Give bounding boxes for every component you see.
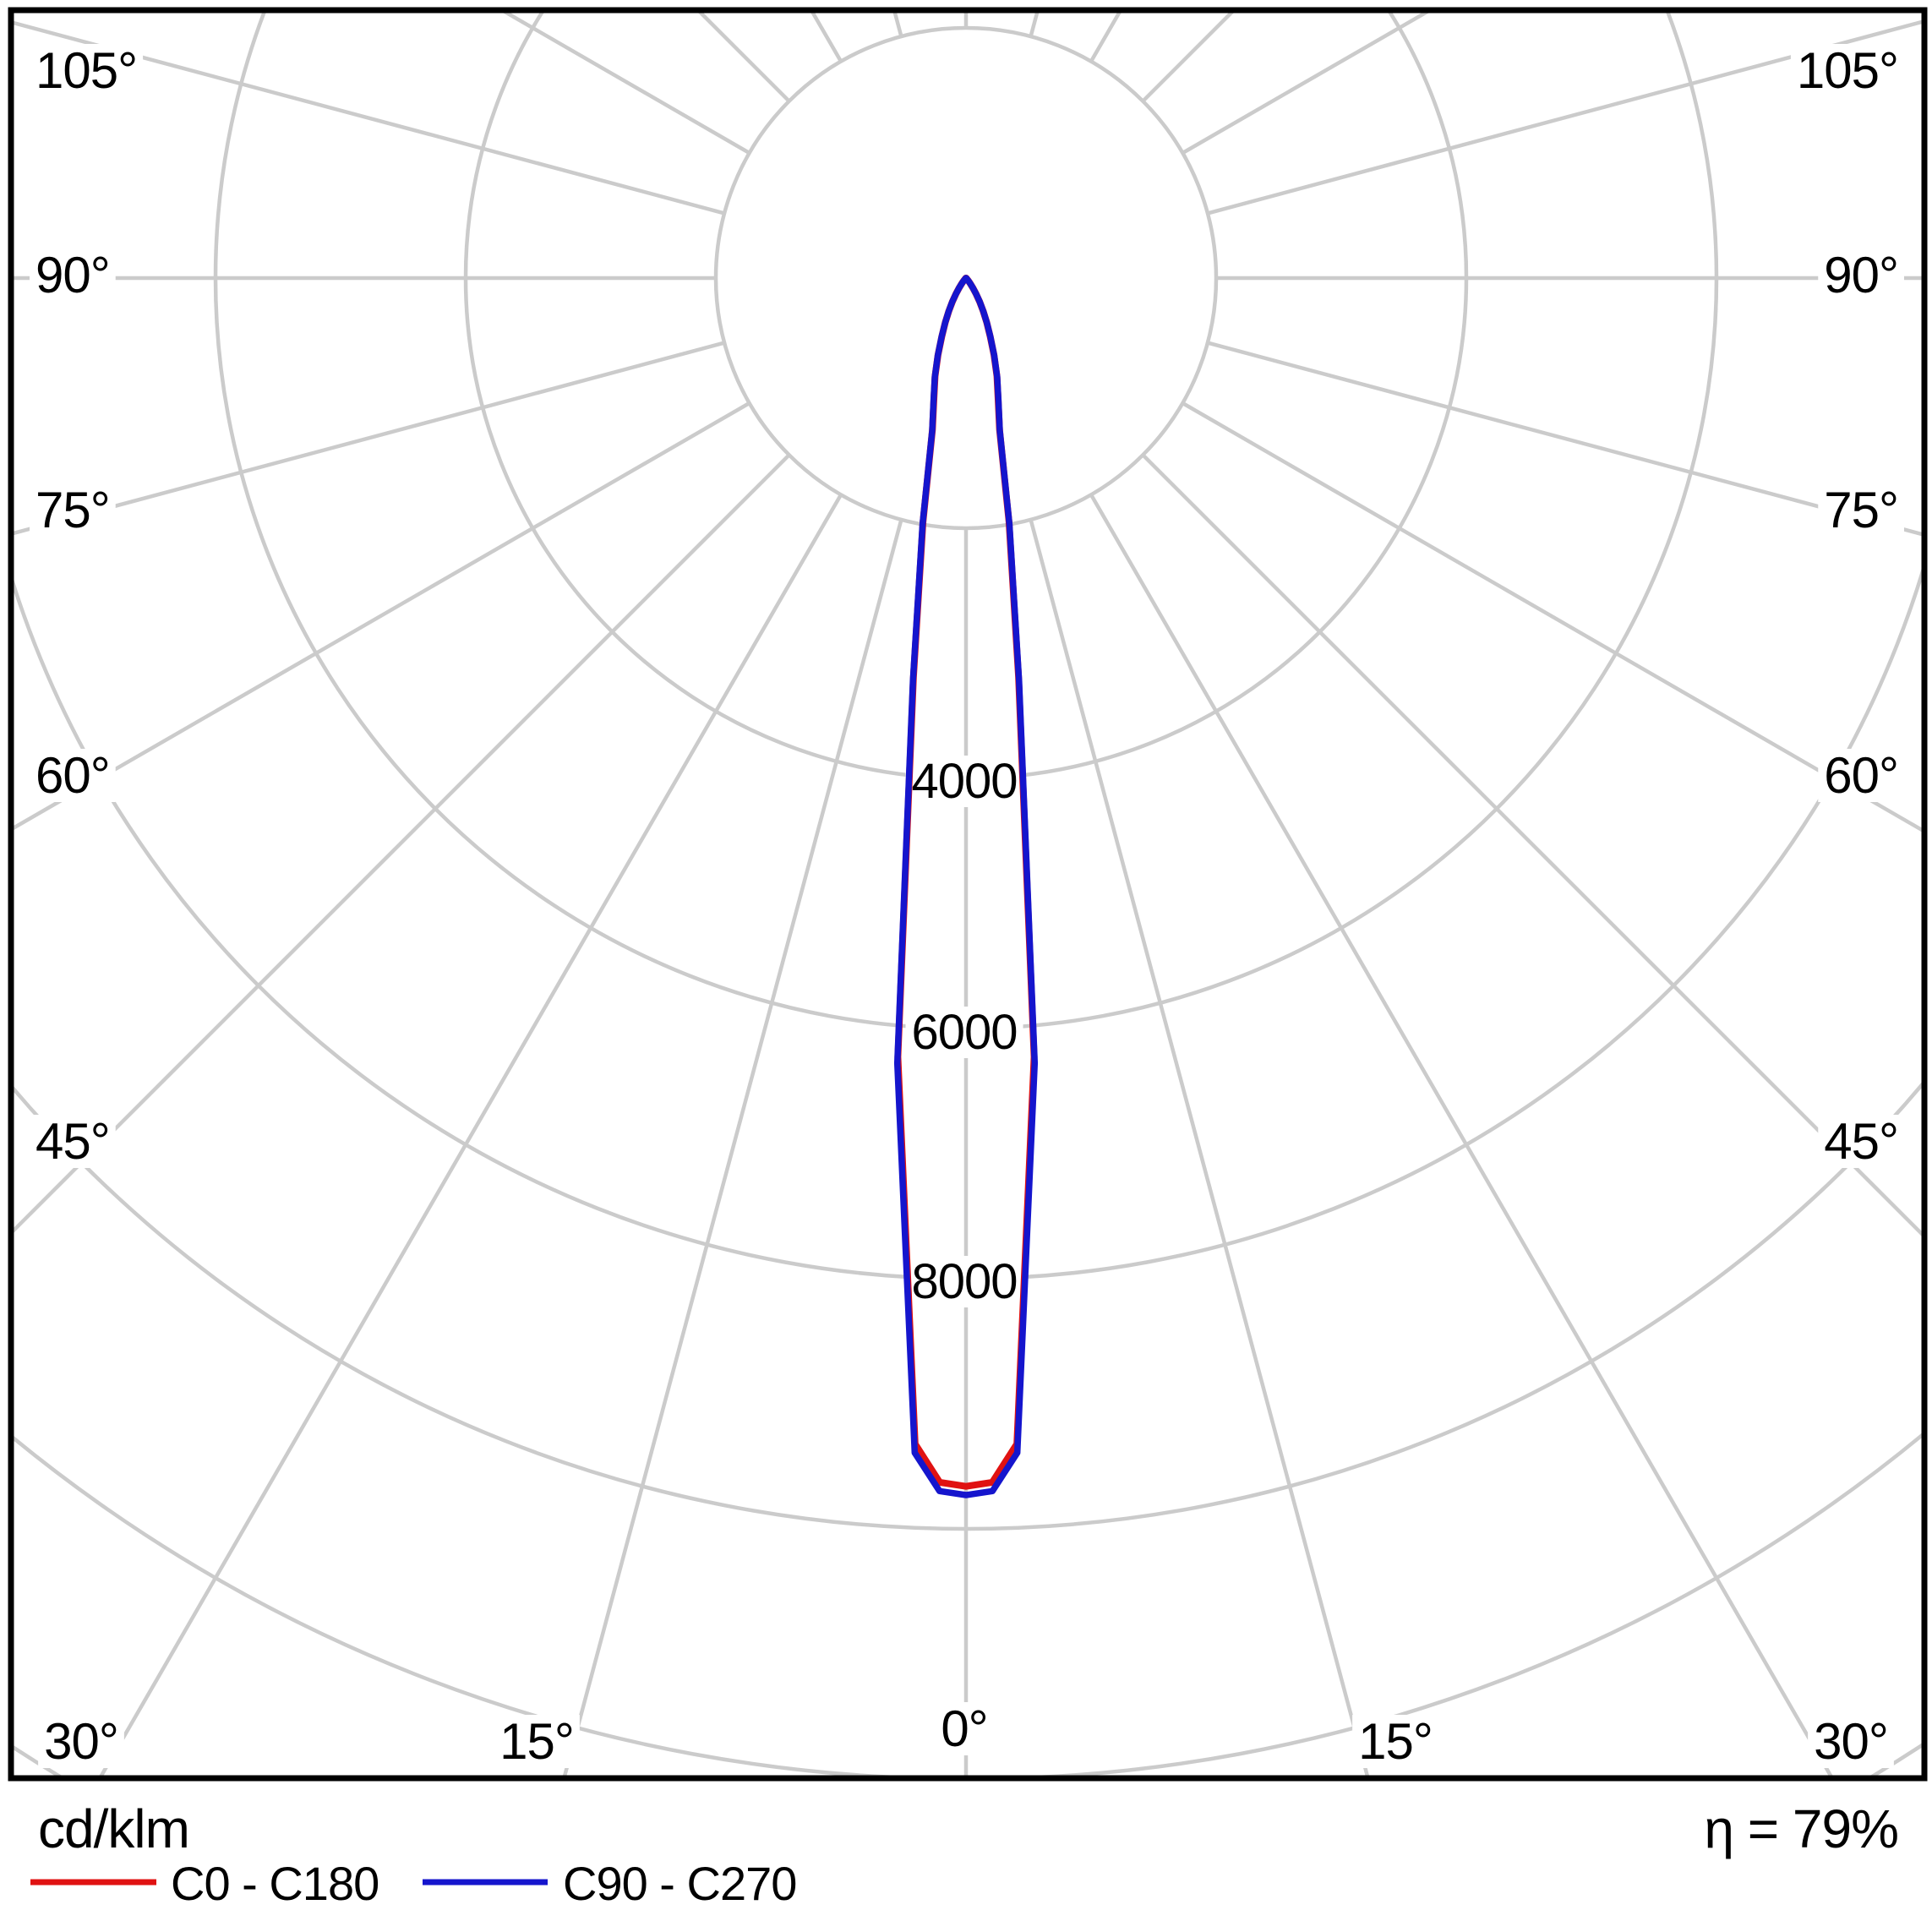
label-halo xyxy=(1818,248,1904,302)
grid-spoke-60 xyxy=(1182,401,1922,832)
grid-spoke-30 xyxy=(1089,494,1833,1776)
label-halo xyxy=(494,1715,580,1768)
label-halo xyxy=(935,1702,994,1755)
grid-spoke-75 xyxy=(1207,341,1922,537)
label-halo xyxy=(30,483,116,537)
label-halo xyxy=(1790,44,1904,97)
grid-spoke--60 xyxy=(14,401,750,830)
label-halo xyxy=(1808,1715,1894,1768)
angle-label-left-45: 45° xyxy=(35,1113,110,1170)
angle-label-left-60: 60° xyxy=(35,747,110,804)
angle-label-right-45: 45° xyxy=(1824,1113,1898,1170)
label-halo xyxy=(30,248,116,302)
angle-label-bottom-left-30: 30° xyxy=(44,1713,118,1770)
label-halo xyxy=(905,1007,1023,1058)
units-label: cd/klm xyxy=(38,1798,189,1859)
label-halo xyxy=(30,44,144,97)
label-halo xyxy=(1818,1115,1904,1168)
efficiency-label: η = 79% xyxy=(1704,1798,1898,1859)
label-halo xyxy=(1818,483,1904,537)
angle-label-bottom-0: 0° xyxy=(941,1700,987,1757)
beam-curve-c90-c270 xyxy=(893,275,1039,1498)
grid-spoke--45 xyxy=(14,453,791,1233)
angle-label-left-75: 75° xyxy=(35,482,110,538)
grid-spoke--15 xyxy=(562,519,903,1776)
angle-label-bottom-right-30: 30° xyxy=(1814,1713,1888,1770)
grid-spoke--105 xyxy=(14,20,725,216)
label-halo xyxy=(30,749,116,802)
plot-frame xyxy=(8,7,1928,1782)
angle-label-right-60: 60° xyxy=(1824,747,1898,804)
grid-spoke-45 xyxy=(1141,453,1922,1236)
grid-spoke-15 xyxy=(1029,519,1370,1776)
angle-label-left-105: 105° xyxy=(35,42,137,99)
angle-label-right-90: 90° xyxy=(1824,247,1898,303)
legend-label-c90-c270: C90 - C270 xyxy=(563,1857,796,1910)
label-halo xyxy=(30,1115,116,1168)
ring-label-6000: 6000 xyxy=(911,1005,1017,1060)
angle-label-bottom-left-15: 15° xyxy=(499,1713,574,1770)
angle-label-bottom-right-15: 15° xyxy=(1358,1713,1433,1770)
grid-spoke--75 xyxy=(14,341,725,536)
grid-spoke--30 xyxy=(99,494,843,1776)
label-halo xyxy=(1818,749,1904,802)
ring-label-4000: 4000 xyxy=(911,754,1017,809)
angle-label-left-90: 90° xyxy=(35,247,110,303)
label-halo xyxy=(38,1715,124,1768)
grid-spoke-165 xyxy=(1029,13,1040,37)
grid-spoke--165 xyxy=(892,13,903,37)
angle-label-right-75: 75° xyxy=(1824,482,1898,538)
label-halo xyxy=(905,756,1023,807)
label-halo xyxy=(1352,1715,1438,1768)
legend-label-c0-c180: C0 - C180 xyxy=(171,1857,379,1910)
label-halo xyxy=(905,1256,1023,1307)
angle-label-right-105: 105° xyxy=(1797,42,1898,99)
grid-spoke-105 xyxy=(1207,19,1922,216)
ring-label-8000: 8000 xyxy=(911,1254,1017,1309)
